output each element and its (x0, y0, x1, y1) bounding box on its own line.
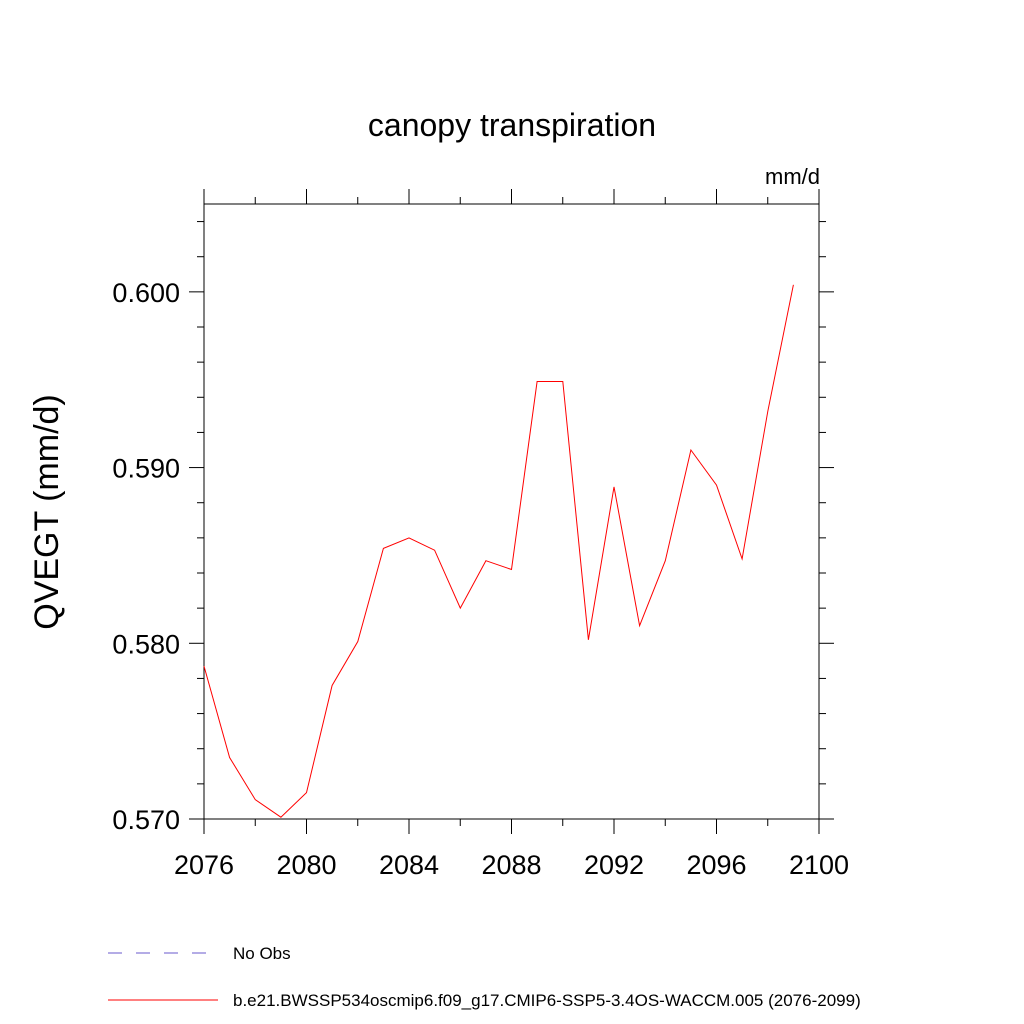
plot-frame (203, 203, 820, 820)
y-tick-label: 0.580 (112, 629, 180, 659)
x-tick-label: 2080 (276, 850, 336, 880)
axis-ticks (189, 189, 834, 834)
chart-title: canopy transpiration (368, 107, 656, 143)
y-tick-label: 0.600 (112, 278, 180, 308)
x-tick-label: 2092 (584, 850, 644, 880)
series-line (203, 284, 794, 818)
legend-label-model-run: b.e21.BWSSP534oscmip6.f09_g17.CMIP6-SSP5… (233, 991, 861, 1010)
series-layer (203, 284, 794, 818)
y-tick-label: 0.590 (112, 454, 180, 484)
legend-label-no-obs: No Obs (233, 944, 291, 963)
x-tick-label: 2088 (481, 850, 541, 880)
x-tick-label: 2076 (174, 850, 234, 880)
y-tick-label: 0.570 (112, 805, 180, 835)
units-label: mm/d (765, 164, 820, 189)
legend: No Obs b.e21.BWSSP534oscmip6.f09_g17.CMI… (108, 944, 861, 1010)
x-tick-label: 2096 (686, 850, 746, 880)
tick-labels: 2076 2080 2084 2088 2092 2096 2100 0.570 0.580 0.… (112, 278, 849, 880)
x-tick-label: 2100 (789, 850, 849, 880)
y-axis-label: QVEGT (mm/d) (28, 394, 66, 630)
x-tick-label: 2084 (379, 850, 439, 880)
